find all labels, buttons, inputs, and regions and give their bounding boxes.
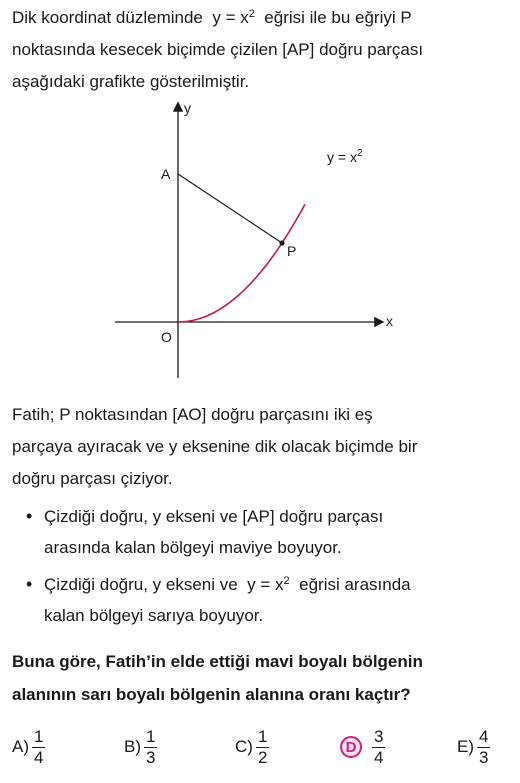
bullet-1-line-1: Çizdiği doğru, y ekseni ve [AP] doğru pa…	[44, 507, 384, 526]
fatih-line-3: doğru parçası çiziyor.	[12, 469, 173, 488]
bullet-2-line-2: kalan bölgeyi sarıya boyuyor.	[44, 606, 264, 625]
option-letter: E)	[457, 737, 474, 756]
curve-label: y = x2	[327, 148, 363, 165]
fatih-line-2: parçaya ayıracak ve y eksenine dik olaca…	[12, 437, 418, 456]
equation-y-x-squared: y = x2	[212, 8, 255, 27]
x-axis-label: x	[386, 313, 393, 329]
coordinate-figure: y x A P O y = x2	[115, 100, 393, 378]
point-p-dot	[279, 240, 285, 246]
parabola-curve	[177, 203, 306, 323]
point-a-label: A	[161, 166, 171, 182]
segment-ap	[177, 173, 283, 244]
bullet-dot-icon: •	[26, 574, 33, 594]
equation-y-x-squared: y = x2	[247, 575, 290, 594]
point-p-label: P	[287, 243, 296, 259]
question-line-1: Buna göre, Fatih’in elde ettiği mavi boy…	[12, 652, 423, 671]
bullet-2-line-1: Çizdiği doğru, y ekseni ve y = x2 eğrisi…	[44, 575, 411, 594]
fatih-paragraph: Fatih; P noktasından [AO] doğru parçasın…	[12, 399, 512, 495]
bullet-1-line-2: arasında kalan bölgeyi maviye boyuyor.	[44, 538, 342, 557]
fatih-line-1: Fatih; P noktasından [AO] doğru parçasın…	[12, 405, 373, 424]
question-line-2: alanının sarı boyalı bölgenin alanına or…	[12, 685, 411, 704]
question-text: Buna göre, Fatih’in elde ettiği mavi boy…	[12, 645, 512, 711]
intro-line-1: Dik koordinat düzleminde y = x2 eğrisi i…	[12, 8, 412, 27]
selected-answer-circle-icon: D	[340, 736, 362, 758]
option-letter: A)	[12, 737, 29, 756]
intro-line-2: noktasında kesecek biçimde çizilen [AP] …	[12, 40, 424, 59]
option-letter: C)	[235, 737, 253, 756]
y-axis-label: y	[184, 100, 191, 116]
origin-label: O	[161, 329, 172, 345]
option-letter: B)	[124, 737, 141, 756]
bullet-dot-icon: •	[26, 506, 33, 526]
intro-paragraph: Dik koordinat düzleminde y = x2 eğrisi i…	[12, 2, 512, 98]
intro-line-3: aşağıdaki grafikte gösterilmiştir.	[12, 72, 250, 91]
